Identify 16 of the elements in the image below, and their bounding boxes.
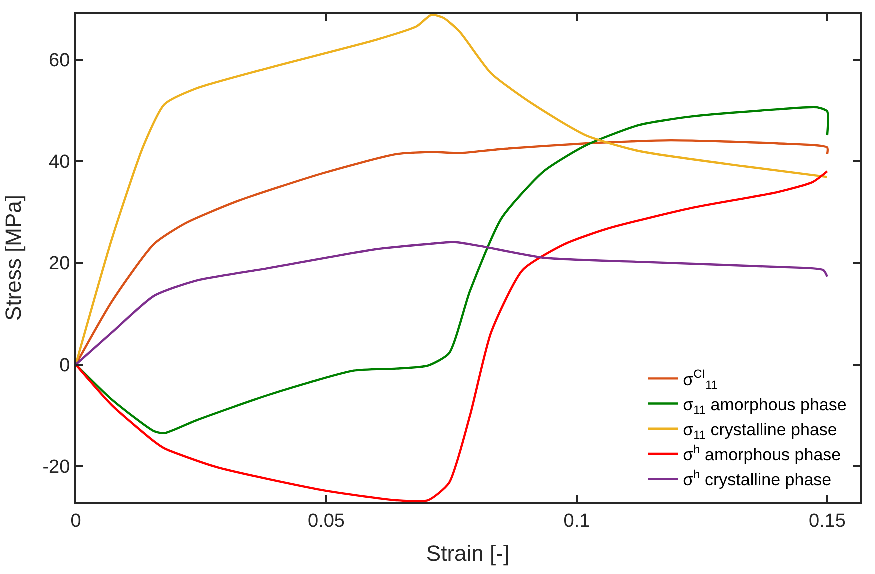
- legend-label: σ$^{h}$ amorphous phase: [683, 442, 842, 465]
- y-axis-title: Stress [MPa]: [1, 195, 26, 321]
- line-series: [76, 241, 829, 366]
- y-tick-label: 20: [49, 254, 70, 275]
- x-tick-label: 0.1: [564, 510, 590, 532]
- legend-label: σ$^{h}$ crystalline phase: [683, 468, 832, 490]
- legend-label: σ$_{11}$ crystalline phase: [683, 420, 838, 442]
- x-tick-label: 0.05: [308, 510, 345, 532]
- y-tick-label: 0: [60, 355, 70, 376]
- y-tick-label: 60: [49, 50, 70, 72]
- y-tick-label: -20: [42, 457, 70, 478]
- line-series: [76, 14, 829, 366]
- x-axis-title: Strain [-]: [426, 541, 510, 566]
- y-tick-label: 40: [49, 152, 70, 174]
- x-tick-label: 0.15: [808, 510, 846, 532]
- legend-label: σ$_{11}$ amorphous phase: [683, 395, 847, 417]
